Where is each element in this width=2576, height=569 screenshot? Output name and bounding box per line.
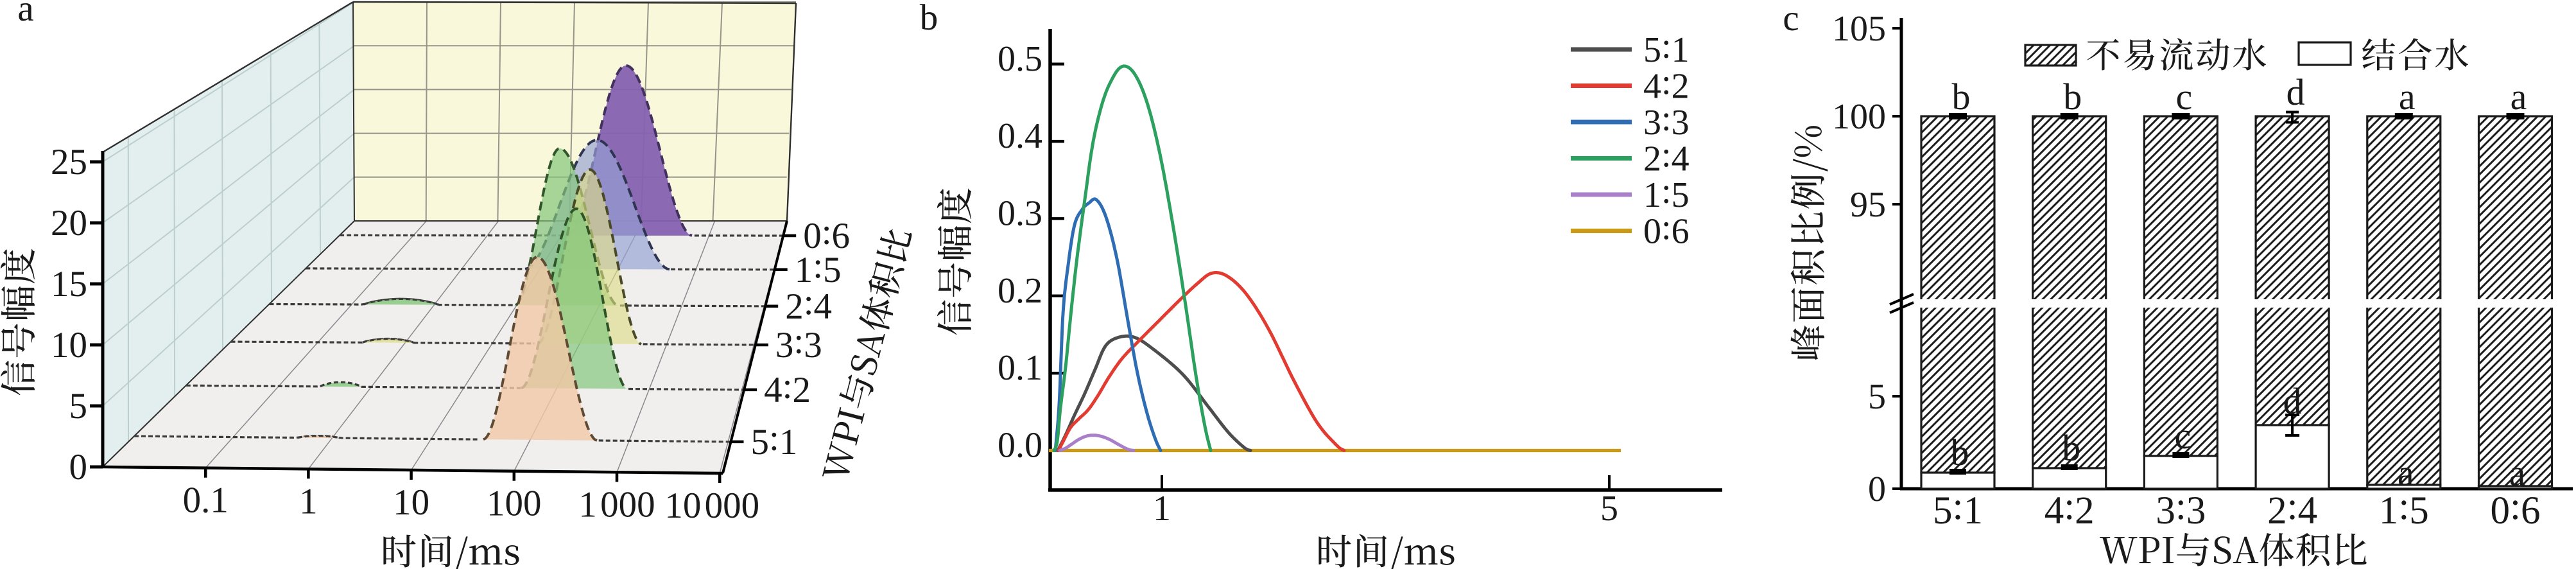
svg-text:0.1: 0.1 — [998, 348, 1042, 388]
svg-text:2:4: 2:4 — [1643, 135, 1690, 179]
svg-text:5: 5 — [1600, 489, 1618, 529]
svg-text:d: d — [2283, 380, 2302, 422]
svg-text:c: c — [2175, 415, 2191, 457]
svg-text:100: 100 — [1832, 97, 1886, 137]
svg-text:3:3: 3:3 — [2156, 485, 2206, 532]
svg-text:b: b — [2062, 427, 2080, 469]
svg-text:0.5: 0.5 — [998, 39, 1042, 79]
svg-text:3:3: 3:3 — [1643, 99, 1690, 143]
svg-text:1: 1 — [299, 481, 318, 521]
svg-text:100: 100 — [487, 484, 542, 524]
svg-text:a: a — [2398, 452, 2414, 494]
svg-text:2:4: 2:4 — [785, 282, 832, 327]
svg-text:0:6: 0:6 — [2491, 485, 2541, 532]
svg-text:b: b — [920, 0, 938, 38]
svg-text:5: 5 — [1868, 377, 1886, 417]
svg-text:2:4: 2:4 — [2267, 485, 2317, 532]
svg-text:0.4: 0.4 — [998, 116, 1042, 156]
svg-text:1:5: 1:5 — [1643, 171, 1690, 215]
svg-text:0: 0 — [1868, 469, 1886, 509]
svg-text:0: 0 — [69, 447, 88, 487]
svg-text:20: 20 — [51, 203, 87, 243]
svg-text:5: 5 — [69, 386, 88, 426]
svg-text:4:2: 4:2 — [1643, 62, 1690, 106]
svg-text:10: 10 — [51, 325, 87, 365]
svg-text:0.0: 0.0 — [998, 426, 1042, 466]
svg-text:4:2: 4:2 — [764, 365, 811, 410]
svg-text:5:1: 5:1 — [751, 417, 798, 462]
svg-text:a: a — [2399, 76, 2416, 118]
svg-text:b: b — [2063, 76, 2082, 118]
svg-text:d: d — [2286, 71, 2305, 113]
svg-text:b: b — [1951, 432, 1969, 473]
svg-text:c: c — [2176, 76, 2193, 118]
svg-text:0:6: 0:6 — [1643, 207, 1690, 251]
svg-text:0.2: 0.2 — [998, 271, 1042, 311]
svg-text:10: 10 — [393, 482, 429, 523]
svg-text:0:6: 0:6 — [803, 211, 850, 256]
svg-text:5:1: 5:1 — [1643, 26, 1690, 70]
svg-text:15: 15 — [51, 264, 87, 304]
svg-text:c: c — [1783, 0, 1799, 39]
svg-text:0.1: 0.1 — [183, 480, 229, 521]
svg-text:a: a — [17, 0, 33, 29]
svg-text:1:5: 1:5 — [795, 245, 842, 290]
svg-text:1: 1 — [1153, 489, 1171, 529]
svg-text:95: 95 — [1850, 185, 1886, 225]
svg-text:105: 105 — [1832, 9, 1886, 49]
svg-text:25: 25 — [51, 142, 87, 182]
svg-text:5:1: 5:1 — [1933, 485, 1983, 532]
svg-text:0.3: 0.3 — [998, 193, 1042, 233]
svg-text:a: a — [2509, 452, 2526, 494]
svg-text:b: b — [1952, 76, 1971, 118]
svg-text:10 000: 10 000 — [664, 486, 759, 526]
svg-text:a: a — [2511, 76, 2527, 118]
svg-text:1:5: 1:5 — [2379, 485, 2429, 532]
svg-text:1 000: 1 000 — [578, 484, 655, 525]
svg-text:4:2: 4:2 — [2044, 485, 2095, 532]
svg-text:3:3: 3:3 — [775, 320, 822, 365]
